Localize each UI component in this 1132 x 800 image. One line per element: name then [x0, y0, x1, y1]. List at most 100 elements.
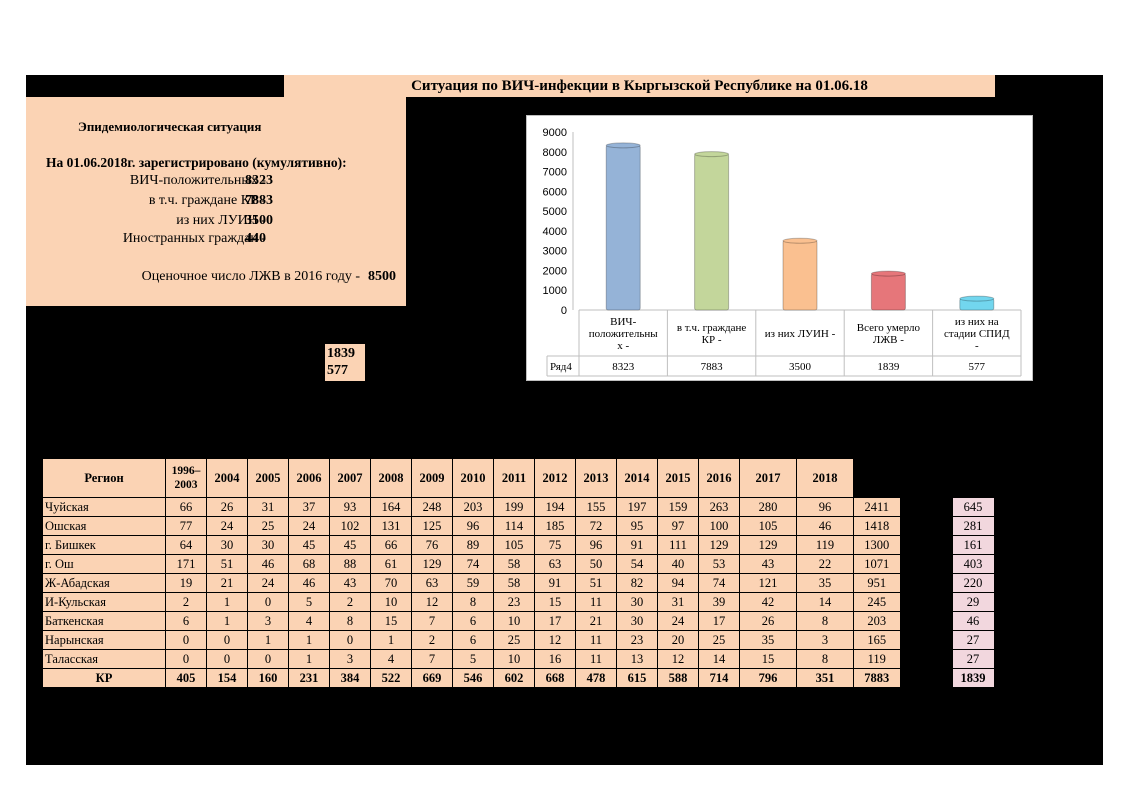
cell-value: 160	[247, 668, 289, 688]
cell-value: 97	[657, 516, 699, 536]
table-row: И-Кульская 2 1 0 5 2 10 12 8 23 15 11 30 31 39 42 14 245 2…	[42, 592, 995, 612]
cell-value: 30	[616, 592, 658, 612]
epi-row-value: 3500	[245, 213, 273, 228]
cell-value: 6	[165, 611, 207, 631]
epidemiology-panel: Эпидемиологическая ситуация На 01.06.201…	[26, 97, 406, 306]
cell-deaths: 29	[951, 592, 995, 612]
cell-value: 25	[698, 630, 740, 650]
category-label: ВИЧ-	[610, 316, 636, 328]
table-row: Таласская 0 0 0 1 3 4 7 5 10 16 11 13 12 14 15 8 119 27	[42, 649, 995, 669]
value-label: 8323	[612, 361, 635, 373]
cell-value: 6	[452, 611, 494, 631]
cell-value: 93	[329, 497, 371, 517]
cell-total: 1071	[853, 554, 901, 574]
cell-value: 64	[165, 535, 207, 555]
cell-value: 0	[247, 649, 289, 669]
cell-value: 58	[493, 573, 535, 593]
cell-value: 61	[370, 554, 412, 574]
cell-total: 119	[853, 649, 901, 669]
cell-value: 0	[165, 649, 207, 669]
cell-value: 4	[370, 649, 412, 669]
cell-value: 615	[616, 668, 658, 688]
cell-value: 24	[206, 516, 248, 536]
cell-value: 1	[288, 649, 330, 669]
cell-deaths: 27	[951, 630, 995, 650]
epi-row-value: 7883	[245, 193, 273, 208]
header-spacer	[900, 458, 952, 498]
cell-value: 89	[452, 535, 494, 555]
cell-value: 478	[575, 668, 617, 688]
cell-region: Ж-Абадская	[42, 573, 166, 593]
legend-series-name: Ряд4	[550, 361, 572, 373]
cell-value: 82	[616, 573, 658, 593]
estimate-value: 8500	[368, 269, 396, 284]
cell-value: 31	[247, 497, 289, 517]
cell-value: 30	[206, 535, 248, 555]
cell-value: 105	[493, 535, 535, 555]
table-row: Нарынская 0 0 1 1 0 1 2 6 25 12 11 23 20 25 35 3 165 27	[42, 630, 995, 650]
y-tick-label: 9000	[543, 127, 567, 139]
cell-value: 68	[288, 554, 330, 574]
cell-total: 951	[853, 573, 901, 593]
bar-top-2	[694, 151, 730, 158]
bar-4	[870, 273, 906, 311]
bar-chart-svg: 0 1000 2000 3000 4000 5000 6000 7000 8000 9000 Ряд…	[543, 127, 1022, 377]
table-row: Чуйская 66 26 31 37 93 164 248 203 199 194 155 197 15…	[42, 497, 995, 517]
cell-value: 121	[739, 573, 797, 593]
cell-region: КР	[42, 668, 166, 688]
cell-value: 1	[288, 630, 330, 650]
epi-row-label: Иностранных граждан -	[122, 231, 266, 246]
cell-value: 51	[575, 573, 617, 593]
cell-value: 23	[493, 592, 535, 612]
bar-2	[694, 153, 730, 311]
cell-region: Нарынская	[42, 630, 166, 650]
cell-value: 43	[329, 573, 371, 593]
cell-total: 165	[853, 630, 901, 650]
cell-value: 39	[698, 592, 740, 612]
cell-value: 74	[698, 573, 740, 593]
cell-value: 53	[698, 554, 740, 574]
category-label: положительны	[589, 328, 659, 340]
cell-value: 3	[796, 630, 854, 650]
cell-value: 37	[288, 497, 330, 517]
cell-deaths: 161	[951, 535, 995, 555]
cell-value: 12	[411, 592, 453, 612]
cell-deaths: 27	[951, 649, 995, 669]
cell-value: 96	[575, 535, 617, 555]
cell-value: 14	[698, 649, 740, 669]
cell-deaths: 46	[951, 611, 995, 631]
cell-spacer	[900, 497, 952, 517]
category-label: х -	[617, 340, 629, 352]
cell-value: 22	[796, 554, 854, 574]
cell-value: 263	[698, 497, 740, 517]
estimate-label: Оценочное число ЛЖВ в 2016 году -	[141, 269, 360, 284]
epi-heading: Эпидемиологическая ситуация	[78, 119, 262, 134]
cell-value: 13	[616, 649, 658, 669]
cell-value: 74	[452, 554, 494, 574]
cell-value: 96	[796, 497, 854, 517]
cell-value: 280	[739, 497, 797, 517]
y-tick-label: 8000	[543, 147, 567, 159]
header-region: Регион	[42, 458, 166, 498]
cell-region: г. Бишкек	[42, 535, 166, 555]
cell-value: 105	[739, 516, 797, 536]
cell-value: 50	[575, 554, 617, 574]
header-spacer	[853, 458, 900, 498]
cell-value: 0	[206, 630, 248, 650]
deaths-summary-box: 1839 577	[325, 344, 365, 381]
cell-value: 102	[329, 516, 371, 536]
cell-value: 164	[370, 497, 412, 517]
category-label: ЛЖВ -	[873, 334, 904, 346]
y-tick-label: 2000	[543, 265, 567, 277]
cell-value: 24	[288, 516, 330, 536]
category-label: в т.ч. граждане	[677, 322, 747, 334]
cell-spacer	[900, 649, 952, 669]
table-header-row: Регион 1996–2003 2004 2005 2006 2007 2008 2009 2…	[42, 458, 994, 498]
cell-value: 76	[411, 535, 453, 555]
cell-value: 30	[616, 611, 658, 631]
cell-total: 1418	[853, 516, 901, 536]
cell-value: 199	[493, 497, 535, 517]
category-label: КР -	[702, 334, 722, 346]
bar-top-3	[782, 237, 818, 244]
header-year: 1996–2003	[165, 458, 207, 498]
